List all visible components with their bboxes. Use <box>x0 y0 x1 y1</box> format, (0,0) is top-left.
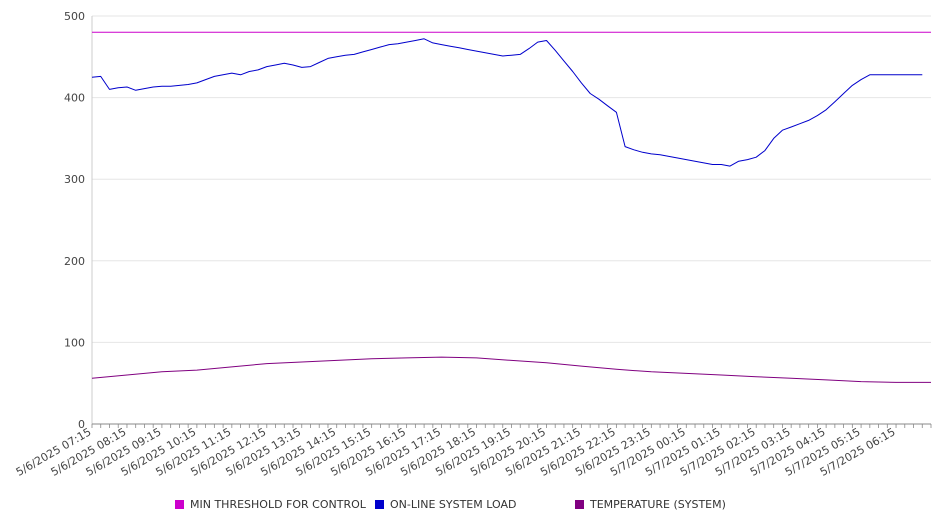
y-tick-label: 500 <box>64 10 85 23</box>
y-tick-label: 0 <box>78 418 85 431</box>
y-tick-label: 400 <box>64 92 85 105</box>
series-line-system-load <box>91 38 923 167</box>
legend-item-system-load: ON-LINE SYSTEM LOAD <box>375 498 516 511</box>
legend-label-system-load: ON-LINE SYSTEM LOAD <box>390 498 517 511</box>
y-tick-labels: 0 100 200 300 400 500 <box>64 10 85 431</box>
legend: MIN THRESHOLD FOR CONTROL ON-LINE SYSTEM… <box>0 498 946 516</box>
grid-lines <box>92 15 931 343</box>
y-tick-label: 100 <box>64 336 85 349</box>
legend-label-temperature: TEMPERATURE (SYSTEM) <box>590 498 726 511</box>
legend-swatch-min-threshold <box>175 500 184 509</box>
x-tick-labels: 5/6/2025 07:155/6/2025 08:155/6/2025 09:… <box>14 425 898 479</box>
legend-swatch-system-load <box>375 500 384 509</box>
legend-item-min-threshold: MIN THRESHOLD FOR CONTROL <box>175 498 366 511</box>
legend-label-min-threshold: MIN THRESHOLD FOR CONTROL <box>190 498 366 511</box>
axes <box>91 16 932 428</box>
y-tick-label: 200 <box>64 255 85 268</box>
series-lines <box>91 31 931 383</box>
y-tick-label: 300 <box>64 173 85 186</box>
legend-swatch-temperature <box>575 500 584 509</box>
legend-item-temperature: TEMPERATURE (SYSTEM) <box>575 498 726 511</box>
series-line-temperature <box>91 356 931 383</box>
